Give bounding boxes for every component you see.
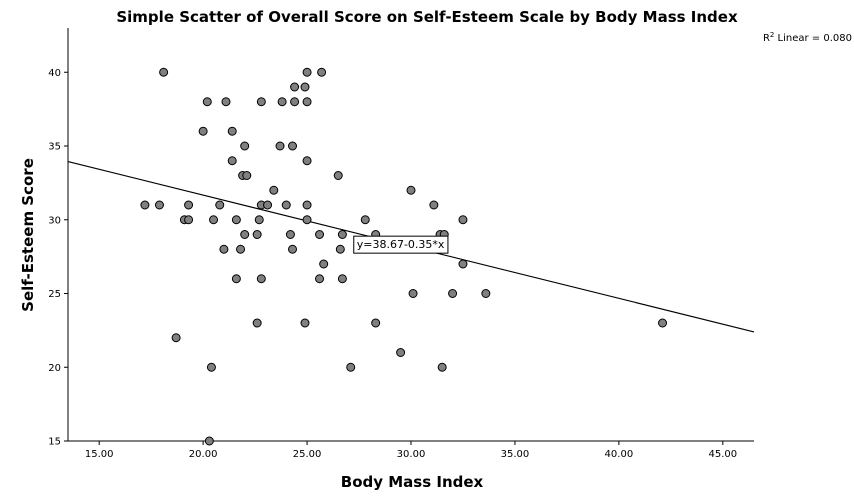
y-tick-label: 30: [48, 215, 61, 226]
data-point: [159, 67, 169, 77]
data-point: [406, 185, 416, 195]
data-point: [302, 215, 312, 225]
data-point: [290, 82, 300, 92]
y-tick-label: 15: [48, 437, 61, 448]
data-point: [277, 97, 287, 107]
data-point: [408, 289, 418, 298]
r2-label: R2 Linear = 0.080: [763, 31, 852, 44]
fit-equation-box: [353, 235, 449, 254]
data-point: [285, 230, 295, 239]
data-point: [288, 244, 298, 254]
data-point: [209, 215, 219, 225]
x-tick-label: 40.00: [605, 449, 634, 460]
data-point: [184, 200, 194, 210]
data-point: [263, 200, 273, 210]
data-point: [315, 230, 325, 239]
x-tick-label: 35.00: [501, 449, 530, 460]
data-point: [221, 97, 231, 107]
data-point: [254, 215, 264, 225]
data-point: [333, 171, 343, 180]
data-point: [275, 141, 285, 151]
data-point: [171, 333, 181, 343]
data-point: [240, 141, 250, 151]
x-tick-label: 45.00: [708, 449, 737, 460]
data-point: [448, 289, 458, 298]
data-point: [346, 362, 356, 372]
y-tick-label: 20: [48, 363, 61, 374]
data-point: [319, 259, 329, 269]
data-point: [231, 215, 241, 225]
data-point: [458, 215, 468, 225]
x-tick-label: 30.00: [397, 449, 426, 460]
data-point: [302, 97, 312, 107]
y-tick-label: 25: [48, 289, 61, 300]
data-point: [302, 156, 312, 166]
data-point: [256, 274, 266, 284]
data-point: [231, 274, 241, 284]
data-point: [337, 274, 347, 284]
data-point: [242, 171, 252, 180]
data-point: [204, 436, 214, 446]
data-point: [252, 318, 262, 328]
data-point: [360, 215, 370, 225]
fit-equation-label: y=38.67-0.35*x: [357, 238, 445, 251]
data-point: [302, 200, 312, 210]
data-point: [252, 230, 262, 239]
data-point: [281, 200, 291, 210]
data-point: [337, 230, 347, 239]
x-tick-label: 15.00: [85, 449, 114, 460]
x-tick-label: 20.00: [189, 449, 218, 460]
data-point: [215, 200, 225, 210]
data-point: [236, 244, 246, 254]
data-point: [240, 230, 250, 239]
data-point: [371, 318, 381, 328]
data-point: [198, 126, 208, 136]
data-point: [290, 97, 300, 107]
x-axis-title: Body Mass Index: [341, 473, 484, 491]
data-point: [302, 67, 312, 77]
data-point: [481, 289, 491, 298]
data-point: [300, 82, 310, 92]
data-point: [317, 67, 327, 77]
chart-title: Simple Scatter of Overall Score on Self-…: [116, 8, 738, 26]
data-point: [227, 126, 237, 136]
data-point: [256, 97, 266, 107]
data-point: [219, 244, 229, 254]
y-tick-label: 40: [48, 68, 61, 79]
data-point: [269, 185, 279, 195]
data-point: [315, 274, 325, 284]
data-point: [288, 141, 298, 151]
data-point: [396, 348, 406, 357]
data-point: [140, 200, 150, 210]
data-point: [458, 259, 468, 269]
data-point: [658, 318, 668, 328]
data-point: [429, 200, 439, 210]
data-point: [154, 200, 164, 210]
x-tick-label: 25.00: [293, 449, 322, 460]
data-point: [227, 156, 237, 166]
y-tick-label: 35: [48, 142, 61, 153]
data-point: [184, 215, 194, 225]
data-point: [300, 318, 310, 328]
data-point: [335, 244, 345, 254]
data-point: [206, 362, 216, 372]
data-point: [202, 97, 212, 107]
data-point: [437, 362, 447, 372]
y-axis-title: Self-Esteem Score: [19, 158, 37, 312]
